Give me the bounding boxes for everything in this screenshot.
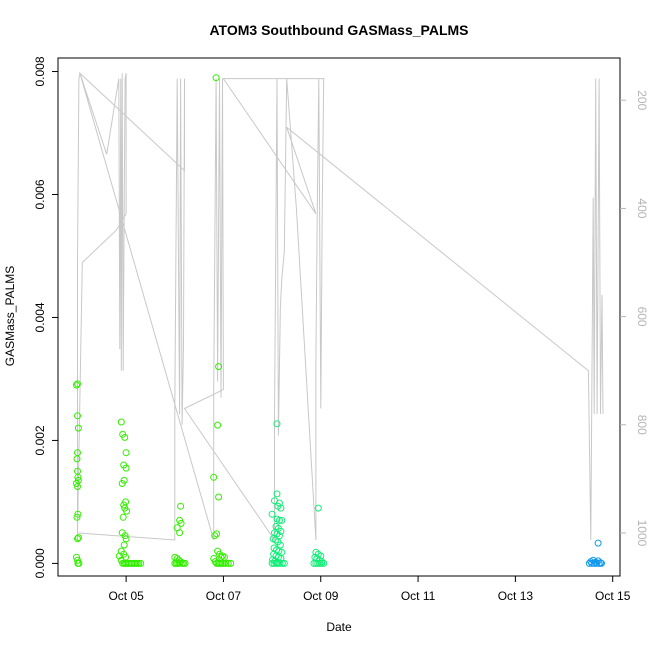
x-tick-label: Oct 09: [303, 589, 339, 603]
data-point: [137, 559, 145, 567]
y2-tick-label: 600: [635, 307, 649, 327]
data-point: [135, 559, 143, 567]
data-point: [122, 449, 130, 457]
x-tick-label: Oct 13: [498, 589, 534, 603]
data-point: [598, 559, 605, 567]
data-point: [275, 532, 283, 540]
data-point: [75, 559, 83, 567]
plot-frame: [57, 57, 621, 577]
data-point: [593, 559, 601, 567]
data-point: [215, 493, 223, 501]
x-tick-label: Oct 07: [206, 589, 242, 603]
data-point: [224, 559, 232, 567]
data-point: [123, 507, 131, 515]
y2-tick-label: 200: [635, 90, 649, 110]
x-axis: Oct 05 Oct 07 Oct 09 Oct 11 Oct 13 Oct 15: [108, 576, 631, 603]
x-axis-label: Date: [326, 620, 352, 634]
data-point: [590, 559, 598, 567]
y-axis-label: GASMass_PALMS: [3, 266, 17, 366]
y2-tick-label: 800: [635, 415, 649, 435]
data-point: [270, 559, 278, 567]
data-point: [120, 501, 128, 509]
data-point: [220, 559, 228, 567]
data-point: [176, 529, 184, 537]
data-point: [181, 559, 189, 567]
data-point: [268, 510, 276, 518]
data-point: [280, 559, 288, 567]
data-point: [74, 483, 81, 490]
data-point: [585, 559, 593, 567]
y-tick-label: 0.008: [33, 56, 47, 86]
data-point: [121, 433, 129, 441]
data-point: [115, 552, 123, 560]
y-tick-label: 0.004: [33, 302, 47, 332]
data-point: [212, 74, 220, 82]
y-tick-label: 0.006: [33, 179, 47, 209]
data-point: [278, 516, 286, 524]
y2-tick-label: 400: [635, 198, 649, 218]
data-point: [320, 559, 328, 567]
data-point: [277, 555, 285, 562]
data-point: [74, 535, 81, 543]
scatter-series: [73, 74, 605, 567]
data-point: [277, 504, 285, 512]
y-axis: 0.000 0.002 0.004 0.006 0.008: [33, 56, 58, 578]
secondary-y-axis: 200 400 600 800 1000: [620, 90, 649, 547]
data-point: [120, 541, 128, 549]
pressure-line: [76, 71, 604, 542]
x-tick-label: Oct 15: [595, 589, 631, 603]
data-point: [74, 380, 81, 388]
data-point: [273, 490, 281, 498]
data-point: [211, 532, 219, 540]
chart-title: ATOM3 Southbound GASMass_PALMS: [209, 22, 468, 38]
data-point: [177, 502, 185, 510]
data-point: [177, 519, 185, 527]
data-point: [73, 381, 80, 389]
x-tick-label: Oct 05: [108, 589, 144, 603]
data-point: [595, 559, 603, 567]
data-point: [222, 559, 230, 567]
data-point: [227, 559, 235, 567]
data-point: [210, 473, 218, 481]
data-point: [215, 363, 223, 371]
data-point: [219, 552, 226, 560]
data-point: [74, 510, 82, 518]
data-point: [119, 513, 127, 521]
x-tick-label: Oct 11: [401, 589, 436, 603]
data-point: [120, 476, 128, 484]
data-point: [213, 530, 221, 538]
y-tick-label: 0.002: [33, 425, 47, 455]
data-point: [74, 534, 82, 542]
data-point: [117, 418, 125, 426]
data-point: [588, 559, 596, 567]
data-point: [122, 464, 130, 472]
data-point: [272, 559, 280, 567]
data-point: [73, 455, 81, 463]
data-point: [74, 412, 81, 420]
data-point: [318, 559, 326, 567]
data-point: [122, 535, 130, 543]
y-tick-label: 0.000: [33, 548, 47, 578]
data-point: [275, 516, 283, 524]
data-point: [74, 424, 82, 432]
data-point: [121, 532, 129, 540]
data-point: [214, 421, 222, 429]
y2-tick-label: 1000: [635, 520, 649, 547]
data-point: [73, 513, 81, 521]
pressure-series: [76, 71, 604, 542]
data-point: [594, 539, 602, 547]
data-point: [271, 497, 278, 505]
data-point: [314, 504, 322, 512]
data-point: [316, 559, 324, 567]
data-point: [273, 420, 281, 428]
